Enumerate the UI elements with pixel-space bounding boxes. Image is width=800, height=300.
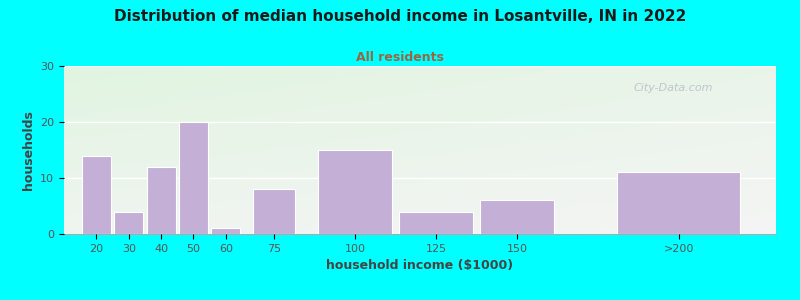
X-axis label: household income ($1000): household income ($1000) <box>326 259 514 272</box>
Bar <box>211 228 240 234</box>
Y-axis label: households: households <box>22 110 34 190</box>
Bar <box>480 200 554 234</box>
Bar <box>318 150 393 234</box>
Text: Distribution of median household income in Losantville, IN in 2022: Distribution of median household income … <box>114 9 686 24</box>
Bar <box>82 156 111 234</box>
Bar <box>114 212 143 234</box>
Bar <box>618 172 741 234</box>
Text: City-Data.com: City-Data.com <box>634 83 713 93</box>
Bar <box>399 212 474 234</box>
Text: All residents: All residents <box>356 51 444 64</box>
Bar <box>179 122 208 234</box>
Bar <box>254 189 295 234</box>
Bar <box>146 167 176 234</box>
